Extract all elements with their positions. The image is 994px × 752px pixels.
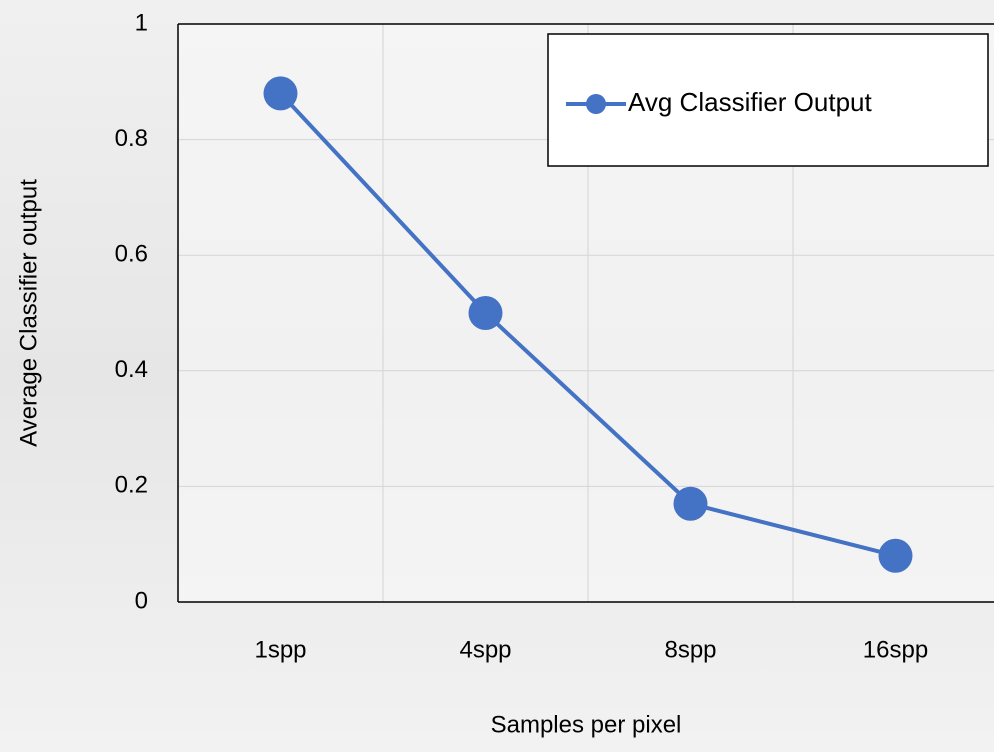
x-axis-title: Samples per pixel bbox=[491, 711, 682, 738]
data-point bbox=[674, 487, 708, 521]
y-axis-title: Average Classifier output bbox=[15, 179, 42, 447]
y-tick-label: 1 bbox=[135, 9, 148, 36]
y-tick-label: 0.4 bbox=[115, 356, 148, 383]
x-tick-label: 16spp bbox=[863, 636, 928, 663]
x-tick-label: 1spp bbox=[254, 636, 306, 663]
data-point bbox=[469, 296, 503, 330]
y-tick-label: 0.8 bbox=[115, 125, 148, 152]
data-point bbox=[879, 539, 913, 573]
data-point bbox=[264, 76, 298, 110]
x-tick-label: 8spp bbox=[664, 636, 716, 663]
x-tick-label: 4spp bbox=[459, 636, 511, 663]
y-tick-label: 0.6 bbox=[115, 241, 148, 268]
chart: Samples per pixel Average Classifier out… bbox=[0, 0, 994, 752]
legend-marker bbox=[586, 94, 606, 114]
y-tick-label: 0 bbox=[135, 587, 148, 614]
legend-label: Avg Classifier Output bbox=[628, 87, 873, 117]
page: {"chart_data": {"type": "line", "x_label… bbox=[0, 0, 994, 752]
y-tick-label: 0.2 bbox=[115, 472, 148, 499]
